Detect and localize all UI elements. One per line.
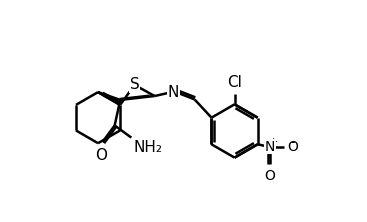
Text: -: - bbox=[290, 136, 295, 149]
Text: O: O bbox=[288, 139, 298, 154]
Text: S: S bbox=[130, 77, 139, 92]
Text: Cl: Cl bbox=[227, 75, 242, 90]
Text: N: N bbox=[265, 139, 275, 154]
Text: O: O bbox=[264, 169, 275, 183]
Text: NH₂: NH₂ bbox=[133, 140, 162, 155]
Text: N: N bbox=[168, 85, 179, 100]
Text: +: + bbox=[269, 137, 279, 147]
Text: O: O bbox=[95, 148, 107, 163]
